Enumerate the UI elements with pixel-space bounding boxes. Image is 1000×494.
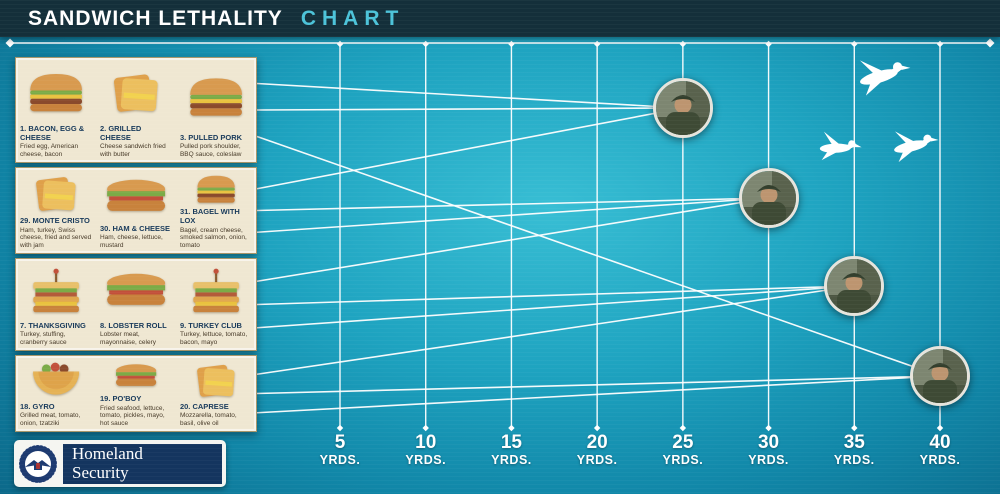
sandwich-title: 19. PO'BOY: [99, 393, 142, 403]
flying-duck-icon: [894, 131, 939, 163]
sandwich-item: 18. GYRO Grilled meat, tomato, onion, tza…: [16, 356, 96, 431]
yardage-value: 40: [929, 432, 951, 453]
yardage-value: 20: [586, 432, 608, 453]
yardage-unit: YRDS.: [491, 452, 532, 467]
sandwich-description: Lobster meat, mayonnaise, celery: [99, 331, 156, 347]
yardage-unit: YRDS.: [319, 452, 361, 467]
thanksgiving-sandwich-icon: [20, 263, 92, 320]
sandwich-title: 29. MONTE CRISTO: [20, 215, 90, 225]
x-axis-label: 25 YRDS.: [638, 433, 728, 467]
bacon-egg-cheese-icon: [20, 62, 92, 123]
sandwich-description: Ham, cheese, lettuce, mustard: [99, 234, 163, 250]
sandwich-description: Fried seafood, lettuce, tomato, pickles,…: [99, 404, 165, 428]
dhs-wordmark-line2: Security: [72, 462, 129, 482]
x-axis-label: 30 YRDS.: [724, 433, 814, 467]
sandwich-title: 31. BAGEL WITH LOX: [179, 207, 240, 225]
ham-cheese-icon: [100, 172, 172, 223]
sandwich-description: Cheese sandwich fried with butter: [99, 143, 166, 159]
target-photo-marker: [910, 346, 970, 406]
x-axis-label: 35 YRDS.: [809, 433, 899, 467]
sandwich-panel-1: 1. BACON, EGG & CHEESE Fried egg, America…: [15, 57, 257, 163]
target-photo-marker: [738, 168, 799, 228]
yardage-value: 15: [500, 432, 522, 453]
soldier-portrait: [827, 259, 882, 313]
sandwich-item: 2. GRILLED CHEESE Cheese sandwich fried w…: [96, 58, 176, 162]
sandwich-item: 31. BAGEL WITH LOX Bagel, cream cheese, s…: [176, 168, 256, 253]
sandwich-item: 19. PO'BOY Fried seafood, lettuce, tomato…: [96, 356, 176, 431]
sandwich-description: Ham, turkey, Swiss cheese, fried and ser…: [20, 226, 92, 250]
yardage-unit: YRDS.: [576, 452, 618, 467]
sandwich-title: 1. BACON, EGG & CHEESE: [20, 124, 85, 142]
sandwich-title: 7. THANKSGIVING: [20, 320, 86, 330]
dhs-logo: Homeland Security: [14, 440, 226, 487]
sandwich-title: 20. CAPRESE: [179, 401, 229, 411]
yardage-value: 5: [334, 432, 346, 453]
sandwich-title: 30. HAM & CHEESE: [99, 223, 171, 233]
sandwich-title: 3. PULLED PORK: [179, 132, 243, 142]
sandwich-title: 8. LOBSTER ROLL: [99, 320, 167, 330]
soldier-portrait: [655, 81, 710, 135]
sandwich-item: 29. MONTE CRISTO Ham, turkey, Swiss chees…: [16, 168, 96, 253]
dhs-seal-icon: [18, 444, 58, 484]
sandwich-item: 20. CAPRESE Mozzarella, tomato, basil, ol…: [176, 356, 256, 431]
dhs-wordmark: Homeland Security: [63, 443, 222, 484]
turkey-club-icon: [180, 263, 252, 320]
sandwich-title: 9. TURKEY CLUB: [179, 320, 242, 330]
sandwich-panel-3: 7. THANKSGIVING Turkey, stuffing, cranber…: [15, 258, 257, 351]
po-boy-icon: [100, 360, 172, 393]
sandwich-panel-2: 29. MONTE CRISTO Ham, turkey, Swiss chees…: [15, 167, 257, 254]
yardage-value: 30: [757, 432, 780, 453]
x-axis-label: 5 YRDS.: [295, 433, 385, 467]
flying-duck-icon: [819, 131, 862, 161]
yardage-unit: YRDS.: [748, 452, 789, 467]
yardage-unit: YRDS.: [833, 452, 875, 467]
sandwich-description: Turkey, stuffing, cranberry sauce: [20, 331, 67, 347]
yardage-value: 10: [415, 432, 437, 453]
page-title: SANDWICH LETHALITY: [28, 6, 283, 30]
yardage-unit: YRDS.: [919, 452, 961, 467]
sandwich-panel-4: 18. GYRO Grilled meat, tomato, onion, tza…: [15, 355, 257, 432]
x-axis-label: 15 YRDS.: [466, 433, 556, 467]
yardage-unit: YRDS.: [405, 452, 447, 467]
yardage-unit: YRDS.: [662, 452, 704, 467]
x-axis-label: 40 YRDS.: [895, 433, 985, 467]
soldier-portrait: [913, 349, 967, 403]
flying-duck-icon: [859, 60, 911, 96]
pulled-pork-icon: [180, 62, 252, 132]
trajectory-lines: [256, 82, 941, 414]
sandwich-description: Turkey, lettuce, tomato, bacon, mayo: [179, 331, 248, 347]
sandwich-item: 9. TURKEY CLUB Turkey, lettuce, tomato, b…: [176, 259, 256, 350]
lobster-roll-icon: [100, 263, 172, 320]
page-title-accent: CHART: [300, 6, 405, 30]
monte-cristo-icon: [20, 172, 92, 215]
gyro-icon: [20, 360, 92, 401]
sandwich-description: Bagel, cream cheese, smoked salmon, onio…: [179, 226, 247, 250]
yardage-value: 25: [672, 432, 694, 453]
sandwich-description: Pulled pork shoulder, BBQ sauce, colesla…: [179, 143, 242, 159]
dhs-wordmark-line1: Homeland: [72, 444, 143, 464]
bagel-lox-icon: [180, 172, 252, 206]
yardage-value: 35: [843, 432, 865, 453]
sandwich-item: 1. BACON, EGG & CHEESE Fried egg, America…: [16, 58, 96, 162]
target-photo-marker: [824, 256, 885, 316]
sandwich-title: 18. GYRO: [20, 401, 55, 411]
sandwich-description: Grilled meat, tomato, onion, tzatziki: [20, 412, 81, 428]
caprese-icon: [180, 360, 252, 401]
grilled-cheese-icon: [100, 62, 172, 123]
sandwich-description: Fried egg, American cheese, bacon: [20, 143, 79, 159]
sandwich-title: 2. GRILLED CHEESE: [99, 124, 142, 142]
target-photo-marker: [652, 78, 713, 138]
sandwich-item: 30. HAM & CHEESE Ham, cheese, lettuce, mu…: [96, 168, 176, 253]
sandwich-item: 8. LOBSTER ROLL Lobster meat, mayonnaise,…: [96, 259, 176, 350]
header-bar: SANDWICH LETHALITY CHART: [0, 0, 1000, 37]
sandwich-description: Mozzarella, tomato, basil, olive oil: [179, 412, 237, 428]
x-axis-label: 20 YRDS.: [552, 433, 642, 467]
soldier-portrait: [741, 171, 796, 225]
sandwich-item: 7. THANKSGIVING Turkey, stuffing, cranber…: [16, 259, 96, 350]
x-axis-label: 10 YRDS.: [381, 433, 471, 467]
sandwich-item: 3. PULLED PORK Pulled pork shoulder, BBQ …: [176, 58, 256, 162]
